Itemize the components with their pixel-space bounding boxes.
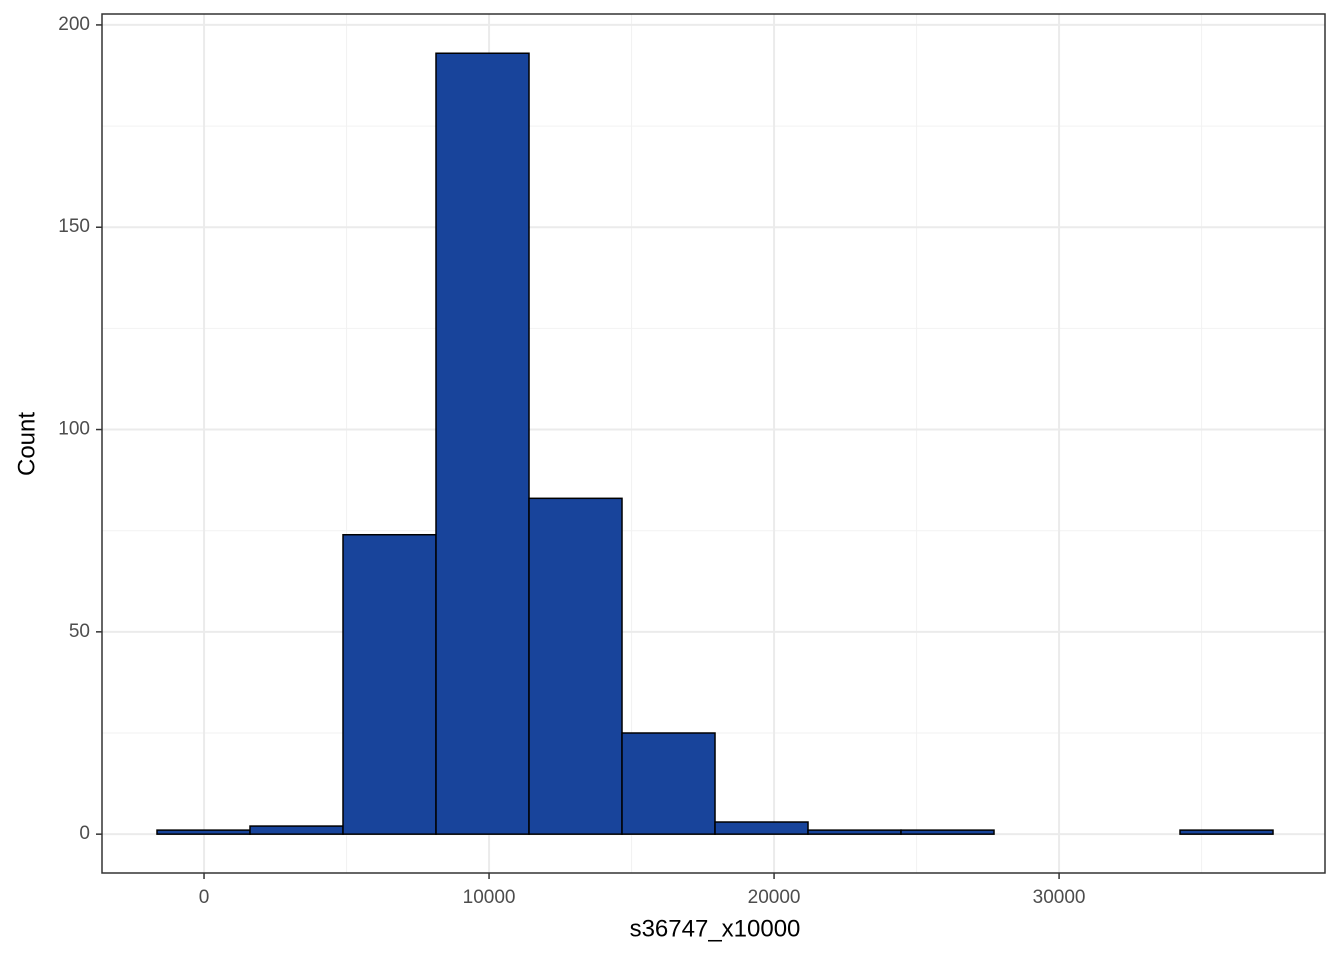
x-tick-label: 0 [199, 887, 210, 908]
y-tick-label: 50 [69, 621, 90, 642]
y-tick-label: 200 [58, 14, 90, 35]
bar [156, 829, 251, 835]
bar [435, 52, 530, 835]
bar [714, 821, 809, 835]
bar [621, 732, 716, 835]
bar [807, 829, 902, 835]
x-tick-label: 20000 [748, 887, 801, 908]
y-tick-label: 0 [79, 823, 90, 844]
y-tick-label: 150 [58, 216, 90, 237]
panel-border [101, 13, 1326, 874]
x-axis-label: s36747_x10000 [630, 915, 801, 942]
bar [900, 829, 995, 835]
y-tick-label: 100 [58, 419, 90, 440]
x-tick-label: 30000 [1033, 887, 1086, 908]
x-tick-label: 10000 [463, 887, 516, 908]
bar [1179, 829, 1274, 835]
bar [528, 497, 623, 835]
bar [249, 825, 344, 835]
bar [342, 533, 437, 835]
y-axis-label: Count [13, 412, 40, 476]
